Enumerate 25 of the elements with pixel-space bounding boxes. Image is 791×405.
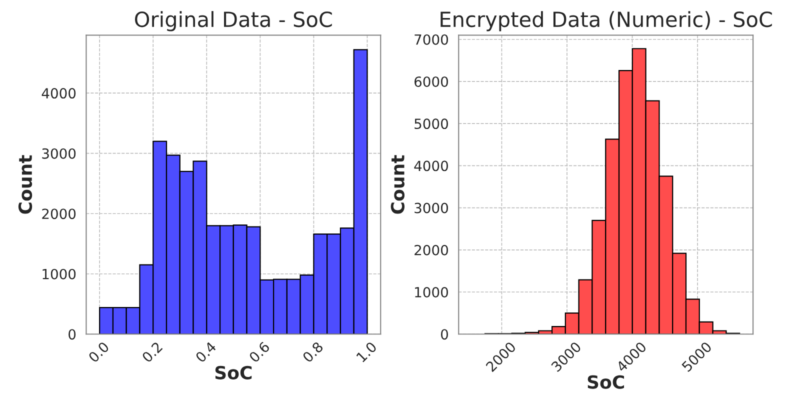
- y-tick-label: 0: [440, 329, 448, 340]
- y-tick-label: 4000: [42, 88, 76, 99]
- y-axis-title: Count: [18, 155, 32, 214]
- x-tick-label: 0.6: [248, 341, 270, 363]
- y-tick-label: 1000: [415, 286, 448, 298]
- x-tick-label: 0.0: [88, 341, 110, 363]
- x-axis-title: SoC: [215, 366, 252, 380]
- y-tick-label: 3000: [414, 202, 448, 214]
- y-tick-label: 0: [68, 329, 76, 340]
- y-tick-label: 7000: [414, 34, 448, 45]
- y-axis-title: Count: [390, 155, 405, 214]
- y-tick-label: 2000: [42, 208, 76, 220]
- x-tick-label: 1.0: [356, 341, 378, 363]
- x-tick-label: 0.8: [302, 341, 324, 363]
- x-axis-title: SoC: [588, 375, 624, 389]
- y-tick-label: 6000: [414, 76, 448, 87]
- y-tick-label: 1000: [42, 268, 76, 280]
- chart-title: Encrypted Data (Numeric) - SoC: [440, 11, 772, 32]
- x-tick-label: 0.2: [141, 342, 163, 363]
- y-tick-label: 3000: [42, 148, 76, 159]
- chart-title: Original Data - SoC: [135, 11, 332, 32]
- y-tick-label: 2000: [414, 244, 448, 256]
- y-tick-label: 5000: [414, 118, 448, 130]
- y-tick-label: 4000: [414, 160, 448, 172]
- x-tick-label: 0.4: [194, 341, 217, 363]
